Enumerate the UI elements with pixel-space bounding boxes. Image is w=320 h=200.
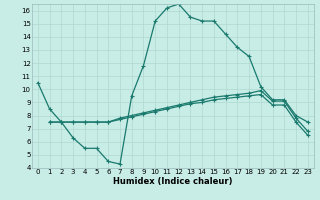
- X-axis label: Humidex (Indice chaleur): Humidex (Indice chaleur): [113, 177, 233, 186]
